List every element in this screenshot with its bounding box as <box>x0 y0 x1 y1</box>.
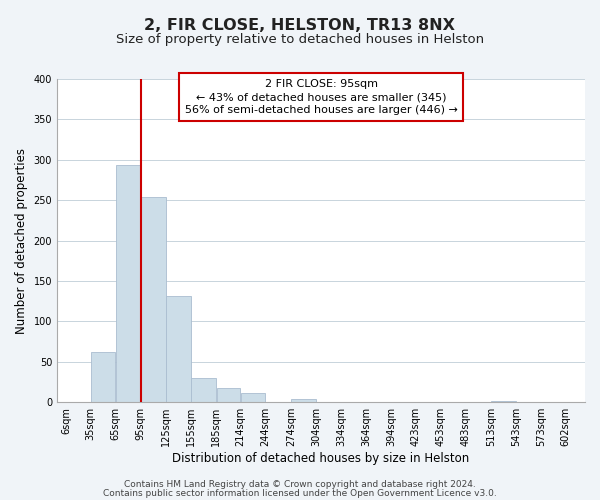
Bar <box>141 197 166 402</box>
Bar <box>291 399 316 402</box>
Bar <box>166 296 191 402</box>
Bar <box>217 388 240 402</box>
Text: 2, FIR CLOSE, HELSTON, TR13 8NX: 2, FIR CLOSE, HELSTON, TR13 8NX <box>145 18 455 32</box>
Bar <box>191 378 216 402</box>
Text: Size of property relative to detached houses in Helston: Size of property relative to detached ho… <box>116 32 484 46</box>
Bar <box>241 392 265 402</box>
Bar <box>91 352 115 402</box>
X-axis label: Distribution of detached houses by size in Helston: Distribution of detached houses by size … <box>172 452 470 465</box>
Text: 2 FIR CLOSE: 95sqm
← 43% of detached houses are smaller (345)
56% of semi-detach: 2 FIR CLOSE: 95sqm ← 43% of detached hou… <box>185 79 457 116</box>
Text: Contains HM Land Registry data © Crown copyright and database right 2024.: Contains HM Land Registry data © Crown c… <box>124 480 476 489</box>
Y-axis label: Number of detached properties: Number of detached properties <box>15 148 28 334</box>
Bar <box>116 166 140 402</box>
Text: Contains public sector information licensed under the Open Government Licence v3: Contains public sector information licen… <box>103 488 497 498</box>
